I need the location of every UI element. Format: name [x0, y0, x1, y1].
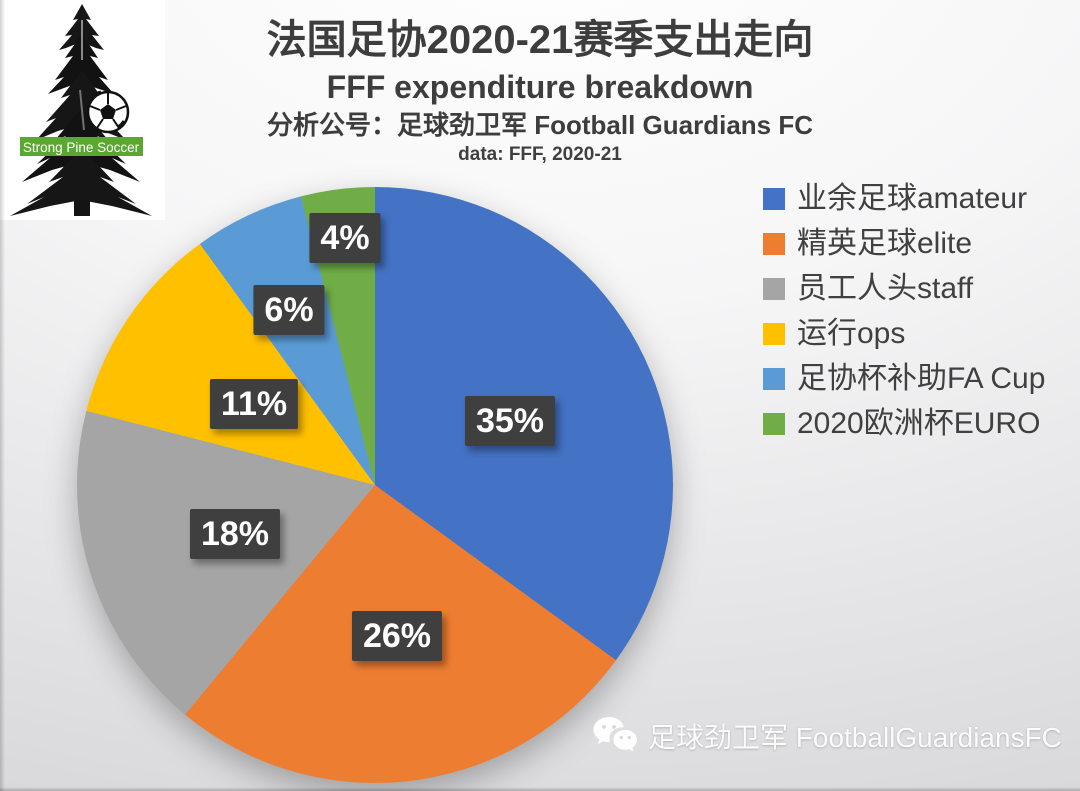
legend-label-amateur: 业余足球amateur	[797, 182, 1028, 215]
legend-swatch-amateur	[763, 188, 785, 210]
pine-tree-logo-graphic: Strong Pine Soccer	[10, 4, 152, 216]
wechat-icon	[593, 717, 637, 752]
watermark-text: 足球劲卫军 FootballGuardiansFC	[648, 722, 1062, 753]
page-title: 法国足协2020-21赛季支出走向	[266, 18, 814, 62]
legend-label-elite: 精英足球elite	[797, 227, 973, 260]
data-source: data: FFF, 2020-21	[458, 144, 622, 165]
legend-label-facup: 足协杯补助FA Cup	[797, 362, 1046, 395]
legend-item-amateur: 业余足球amateur	[763, 184, 1045, 214]
legend-label-staff: 员工人头staff	[797, 272, 974, 305]
soccer-ball-icon	[86, 90, 130, 134]
header: 法国足协2020-21赛季支出走向 FFF expenditure breakd…	[0, 14, 1080, 168]
legend-label-ops: 运行ops	[797, 317, 906, 350]
wechat-watermark: 足球劲卫军 FootballGuardiansFC	[592, 715, 1062, 757]
legend-swatch-facup	[763, 368, 785, 390]
legend-swatch-staff	[763, 278, 785, 300]
legend-swatch-euro	[763, 413, 785, 435]
club-logo: Strong Pine Soccer	[0, 0, 165, 220]
logo-banner-text: Strong Pine Soccer	[23, 140, 140, 155]
pie-label-staff: 18%	[189, 509, 281, 559]
page-subtitle: FFF expenditure breakdown	[326, 69, 754, 105]
pie-chart	[77, 187, 673, 783]
legend-label-euro: 2020欧洲杯EURO	[797, 407, 1041, 440]
legend-item-staff: 员工人头staff	[763, 274, 1045, 304]
pie-chart-area	[77, 187, 673, 783]
chart-legend: 业余足球amateur 精英足球elite 员工人头staff 运行ops 足协…	[763, 184, 1045, 454]
legend-item-euro: 2020欧洲杯EURO	[763, 409, 1045, 439]
logo-banner	[20, 137, 143, 156]
pie-label-euro: 4%	[309, 213, 381, 263]
legend-swatch-elite	[763, 233, 785, 255]
legend-item-elite: 精英足球elite	[763, 229, 1045, 259]
pie-label-amateur: 35%	[464, 396, 556, 446]
legend-swatch-ops	[763, 323, 785, 345]
pie-label-facup: 6%	[253, 285, 325, 335]
legend-item-ops: 运行ops	[763, 319, 1045, 349]
pie-label-elite: 26%	[351, 611, 443, 661]
legend-item-facup: 足协杯补助FA Cup	[763, 364, 1045, 394]
analysis-byline: 分析公号：足球劲卫军 Football Guardians FC	[266, 110, 813, 140]
pie-label-ops: 11%	[209, 379, 299, 429]
